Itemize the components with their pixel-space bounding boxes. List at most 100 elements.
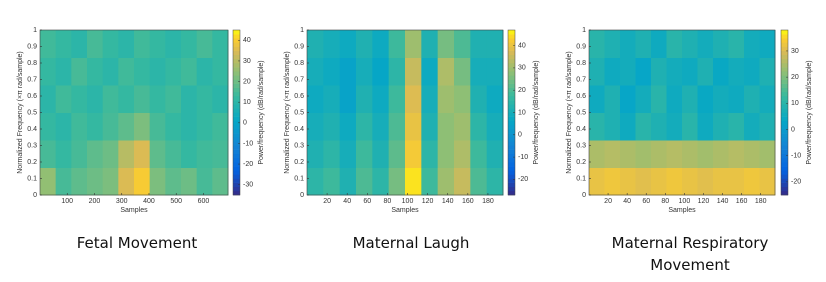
heatmap-cell	[728, 57, 745, 86]
heatmap-cell	[405, 112, 422, 141]
heatmap-cell	[421, 57, 439, 86]
heatmap-cell	[55, 140, 72, 168]
heatmap-cell	[759, 30, 776, 58]
colorbar-segment	[233, 190, 240, 196]
x-tick-label: 160	[462, 198, 474, 205]
colorbar-segment	[508, 133, 515, 138]
y-tick-label: 0.5	[576, 109, 586, 116]
heatmap-cell	[323, 167, 341, 196]
heatmap-cell	[134, 85, 151, 113]
heatmap-cell	[181, 167, 198, 196]
y-axis-label: Normalized Frequency (×π rad/sample)	[17, 51, 24, 174]
heatmap-cell	[372, 85, 390, 113]
colorbar-segment	[781, 30, 788, 35]
heatmap-cell	[728, 112, 745, 141]
colorbar-segment	[781, 112, 788, 117]
heatmap-cell	[728, 30, 745, 58]
colorbar-segment	[508, 129, 515, 134]
colorbar-segment	[781, 83, 788, 89]
colorbar-segment	[233, 96, 240, 101]
colorbar-tick-label: 0	[243, 120, 247, 127]
heatmap-cell	[470, 85, 488, 113]
heatmap-cell	[651, 85, 667, 113]
x-axis-label: Samples	[668, 207, 696, 214]
colorbar-segment	[508, 79, 515, 84]
heatmap-cell	[181, 140, 198, 168]
colorbar-segment	[781, 104, 788, 109]
y-tick-label: 1	[300, 27, 304, 34]
x-tick-label: 180	[482, 198, 494, 205]
colorbar-frame	[232, 29, 241, 196]
x-tick-label: 100	[679, 198, 691, 205]
y-tick-label: 0.9	[27, 43, 37, 50]
colorbar-segment	[508, 145, 515, 150]
colorbar-segment	[508, 170, 515, 175]
heatmap-cell	[666, 85, 683, 113]
heatmap-cell	[728, 167, 745, 196]
heatmap-cell	[212, 85, 229, 113]
colorbar-segment	[508, 124, 515, 130]
y-tick-label: 0.4	[27, 126, 37, 133]
colorbar-tick-label: -20	[791, 179, 801, 186]
heatmap-cell	[40, 112, 57, 141]
y-tick-label: 0.8	[294, 60, 304, 67]
heatmap-cell	[589, 85, 605, 113]
y-tick-label: 0.3	[27, 142, 37, 149]
y-tick-label: 0.1	[294, 175, 304, 182]
colorbar-segment	[233, 34, 240, 39]
heatmap-cell	[134, 167, 151, 196]
heatmap-cell	[339, 30, 357, 58]
y-tick-label: 0.9	[294, 43, 304, 50]
heatmap-cell	[697, 85, 714, 113]
x-tick-label: 120	[422, 198, 434, 205]
x-tick-label: 60	[363, 198, 371, 205]
y-tick-label: 0.7	[294, 76, 304, 83]
colorbar-segment	[781, 67, 788, 72]
heatmap-cell	[212, 57, 229, 86]
y-tick-label: 0.4	[294, 126, 304, 133]
heatmap-cell	[697, 140, 714, 168]
heatmap-cell	[486, 85, 504, 113]
colorbar-tick-label: 0	[518, 132, 522, 139]
heatmap-cell	[102, 30, 119, 58]
colorbar-segment	[233, 137, 240, 142]
heatmap-cell	[405, 30, 422, 58]
heatmap-cell	[165, 140, 182, 168]
colorbar-segment	[781, 124, 788, 130]
heatmap-cell	[102, 85, 119, 113]
heatmap-cell	[212, 112, 229, 141]
heatmap-cell	[437, 85, 455, 113]
colorbar-segment	[781, 162, 788, 167]
y-tick-label: 0.6	[576, 93, 586, 100]
y-tick-label: 0.5	[27, 109, 37, 116]
heatmap-cell	[40, 85, 57, 113]
heatmap-cell	[196, 167, 213, 196]
heatmap-cell	[470, 167, 488, 196]
heatmap-cell	[196, 85, 213, 113]
colorbar-segment	[781, 96, 788, 101]
heatmap-cell	[339, 167, 357, 196]
heatmap-cell	[682, 30, 698, 58]
colorbar-segment	[233, 120, 240, 126]
heatmap-cell	[388, 112, 406, 141]
colorbar-segment	[508, 71, 515, 76]
x-tick-label: 300	[116, 198, 128, 205]
x-tick-label: 600	[198, 198, 210, 205]
colorbar-segment	[233, 157, 240, 163]
colorbar-segment	[508, 42, 515, 47]
heatmap-cell	[437, 167, 455, 196]
heatmap-cell	[589, 112, 605, 141]
heatmap-cell	[728, 85, 745, 113]
heatmap-cell	[388, 85, 406, 113]
colorbar-segment	[508, 34, 515, 39]
colorbar-segment	[233, 182, 240, 188]
x-tick-label: 140	[717, 198, 729, 205]
heatmap-cell	[682, 57, 698, 86]
heatmap-cell	[666, 140, 683, 168]
heatmap-cell	[454, 30, 471, 58]
heatmap-cell	[339, 140, 357, 168]
heatmap-cell	[697, 167, 714, 196]
heatmap-cell	[71, 85, 88, 113]
heatmap-cell	[620, 85, 636, 113]
colorbar-segment	[233, 30, 240, 35]
